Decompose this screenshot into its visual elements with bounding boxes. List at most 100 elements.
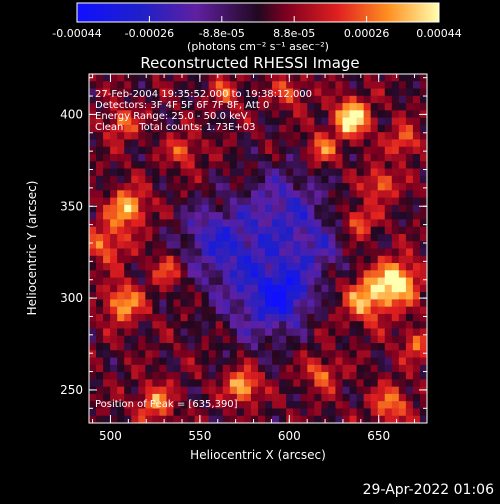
heatmap-cell — [321, 175, 330, 184]
heatmap-cell — [279, 110, 287, 119]
heatmap-cell — [124, 248, 132, 257]
heatmap-cell — [419, 219, 427, 228]
heatmap-cell — [103, 357, 111, 366]
heatmap-cell — [328, 175, 337, 184]
heatmap-cell — [363, 313, 372, 322]
heatmap-cell — [208, 197, 217, 206]
heatmap-cell — [314, 343, 322, 351]
heatmap-cell — [229, 153, 238, 162]
heatmap-cell — [250, 74, 259, 82]
heatmap-cell — [110, 190, 118, 199]
heatmap-cell — [152, 299, 161, 308]
heatmap-cell — [152, 255, 161, 264]
heatmap-cell — [222, 153, 231, 162]
heatmap-cell — [250, 299, 259, 308]
heatmap-cell — [335, 146, 344, 155]
heatmap-cell — [314, 241, 322, 250]
heatmap-cell — [412, 81, 421, 90]
heatmap-cell — [419, 88, 427, 97]
heatmap-cell — [152, 284, 161, 293]
heatmap-cell — [398, 379, 407, 388]
heatmap-cell — [236, 364, 245, 373]
heatmap-cell — [187, 284, 196, 293]
heatmap-cell — [293, 248, 301, 257]
heatmap-cell — [377, 408, 386, 417]
heatmap-cell — [89, 175, 97, 184]
heatmap-cell — [201, 343, 210, 351]
heatmap-cell — [152, 277, 161, 286]
heatmap-cell — [307, 401, 315, 410]
heatmap-cell — [272, 212, 280, 221]
heatmap-cell — [370, 277, 379, 286]
heatmap-cell — [152, 321, 161, 330]
colorbar-tick-label: 0.00026 — [344, 27, 390, 40]
heatmap-cell — [279, 284, 287, 293]
heatmap-cell — [314, 350, 322, 359]
heatmap-cell — [370, 146, 379, 155]
heatmap-cell — [110, 284, 118, 293]
heatmap-cell — [208, 153, 217, 162]
heatmap-cell — [370, 321, 379, 330]
heatmap-cell — [117, 183, 125, 191]
heatmap-cell — [208, 284, 217, 293]
colorbar-ticks — [76, 16, 440, 22]
heatmap-cell — [279, 153, 287, 162]
heatmap-cell — [110, 350, 118, 359]
heatmap-cell — [405, 393, 414, 402]
heatmap-cell — [166, 204, 175, 213]
heatmap-cell — [342, 139, 351, 148]
heatmap-cell — [398, 313, 407, 322]
heatmap-cell — [384, 415, 393, 423]
heatmap-cell — [265, 248, 273, 257]
heatmap-cell — [166, 241, 175, 250]
heatmap-cell — [103, 328, 111, 337]
heatmap-cell — [180, 415, 189, 423]
heatmap-cell — [405, 270, 414, 279]
heatmap-cell — [321, 219, 330, 228]
heatmap-cell — [180, 350, 189, 359]
heatmap-cell — [138, 401, 146, 410]
heatmap-cell — [314, 103, 322, 111]
heatmap-cell — [229, 343, 238, 351]
heatmap-cell — [166, 306, 175, 315]
heatmap-cell — [419, 212, 427, 221]
heatmap-cell — [377, 299, 386, 308]
heatmap-cell — [180, 321, 189, 330]
heatmap-cell — [384, 350, 393, 359]
heatmap-cell — [187, 292, 196, 300]
heatmap-cell — [349, 74, 358, 82]
heatmap-cell — [117, 372, 125, 380]
heatmap-cell — [398, 146, 407, 155]
heatmap-cell — [222, 190, 231, 199]
heatmap-cell — [405, 74, 414, 82]
heatmap-cell — [265, 292, 273, 300]
heatmap-cell — [103, 226, 111, 235]
heatmap-cell — [412, 168, 421, 177]
heatmap-cell — [117, 146, 125, 155]
heatmap-cell — [391, 103, 400, 111]
heatmap-cell — [145, 350, 153, 359]
heatmap-cell — [117, 95, 125, 104]
heatmap-cell — [321, 386, 330, 395]
heatmap-cell — [138, 139, 146, 148]
heatmap-cell — [377, 212, 386, 221]
heatmap-cell — [412, 284, 421, 293]
heatmap-cell — [293, 263, 301, 271]
heatmap-cell — [215, 88, 224, 97]
heatmap-cell — [152, 183, 161, 191]
heatmap-cell — [103, 132, 111, 141]
heatmap-cell — [279, 372, 287, 380]
heatmap-cell — [194, 343, 203, 351]
heatmap-cell — [391, 284, 400, 293]
heatmap-cell — [243, 117, 252, 126]
heatmap-cell — [117, 379, 125, 388]
heatmap-cell — [293, 350, 301, 359]
heatmap-cell — [398, 263, 407, 271]
heatmap-cell — [243, 313, 252, 322]
heatmap-cell — [419, 233, 427, 242]
heatmap-cell — [342, 364, 351, 373]
heatmap-cell — [215, 124, 224, 133]
heatmap-cell — [293, 372, 301, 380]
heatmap-cell — [398, 233, 407, 242]
heatmap-cell — [307, 284, 315, 293]
